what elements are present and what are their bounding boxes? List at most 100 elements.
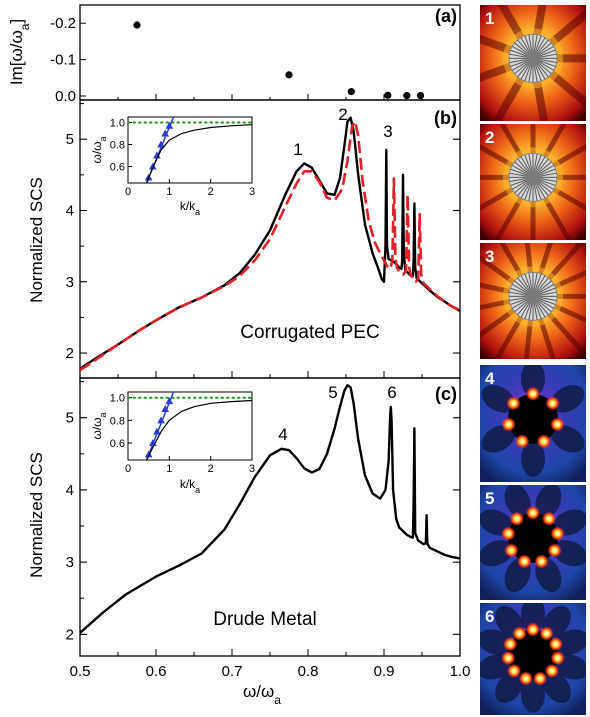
surface-hot-spot — [544, 663, 559, 678]
field-map-lobe — [550, 425, 585, 453]
inset-b-x-tick-label: 2 — [208, 186, 214, 198]
surface-hot-spot — [501, 526, 516, 541]
field-map-lobe — [521, 676, 545, 713]
x-tick-label: 0.5 — [70, 663, 91, 680]
peak-label-1: 1 — [293, 140, 302, 159]
drude-cylinder — [508, 393, 558, 444]
field-map-lobe — [481, 385, 516, 413]
panel-c-series-solid-black — [80, 384, 460, 634]
corrugation-groove — [520, 184, 530, 199]
corrugation-groove — [533, 304, 538, 321]
field-map-lobe — [535, 485, 562, 519]
corrugation-groove — [539, 299, 555, 309]
corrugation-groove — [538, 42, 552, 54]
corrugation-groove — [524, 184, 531, 201]
x-tick-label: 0.7 — [222, 663, 243, 680]
surface-hot-spot — [506, 396, 521, 411]
panel-a-point — [384, 91, 392, 99]
panel-b-label: (b) — [434, 108, 457, 128]
surface-hot-spot — [526, 386, 540, 401]
corrugation-groove — [510, 179, 526, 187]
surface-hot-spot — [526, 505, 540, 520]
corrugation-groove — [520, 303, 530, 318]
x-tick-label: 0.9 — [374, 663, 395, 680]
panel-b-y-tick-label: 4 — [66, 202, 74, 219]
corrugation-groove — [540, 178, 557, 183]
corrugation-groove — [539, 164, 555, 174]
inset-b-y-tick-label: 0.8 — [110, 140, 125, 152]
corrugation-groove — [510, 60, 526, 68]
corrugation-groove — [536, 156, 546, 171]
panel-b-series-solid-black — [80, 116, 460, 370]
corrugation-groove — [537, 158, 549, 172]
inset-c-x-tick-label: 2 — [208, 463, 214, 475]
field-map-lobe — [504, 485, 531, 519]
corrugation-groove — [536, 184, 546, 199]
surface-hot-spot — [547, 543, 562, 558]
corrugation-groove — [537, 183, 549, 197]
surface-hot-spot — [542, 511, 557, 526]
inset-b-ticks: 0 1 2 3 0.6 0.8 1.0 — [110, 118, 255, 199]
inset-c-triangle-marker — [161, 405, 169, 412]
x-tick-label: 0.6 — [146, 663, 167, 680]
inset-b-x-tick-label: 3 — [249, 186, 255, 198]
field-map-lobe — [542, 670, 571, 704]
corrugation-groove — [509, 59, 526, 64]
inset-b-triangle-marker — [161, 129, 169, 137]
panel-b-annotation: Corrugated PEC — [240, 322, 379, 343]
corrugation-groove — [509, 297, 526, 302]
surface-hot-spot — [503, 637, 518, 652]
panel-a-y-tick-label: 0.0 — [55, 88, 76, 105]
surface-hot-spot — [509, 511, 524, 526]
corrugation-groove — [510, 298, 526, 306]
panel-a-y-tick-label: -0.1 — [50, 52, 76, 69]
panel-c-y-tick-label: 4 — [66, 482, 74, 499]
corrugation-groove — [540, 60, 556, 68]
panel-a: -0.2 -0.1 0.0 (a) Im[ω/ωa] — [7, 6, 457, 105]
corrugation-groove — [539, 45, 555, 55]
inset-b-series — [128, 117, 252, 183]
corrugation-groove — [540, 287, 556, 295]
field-map-2: 2 — [480, 124, 586, 240]
peak-label-4: 4 — [278, 425, 287, 444]
panel-c-y-tick-label: 3 — [66, 554, 74, 571]
field-map-lobe — [521, 603, 545, 633]
field-map-3: 3 — [480, 243, 586, 359]
corrugation-groove — [510, 168, 526, 176]
corrugation-groove — [537, 302, 549, 316]
corrugation-groove — [524, 65, 531, 82]
field-map-lobe — [552, 540, 586, 567]
inset-c-triangle-marker — [153, 427, 161, 435]
field-map-label: 4 — [485, 369, 495, 388]
field-map-label: 1 — [485, 9, 494, 28]
corrugation-groove — [528, 304, 533, 321]
corrugation-groove — [517, 64, 529, 78]
corrugation-groove — [533, 34, 538, 51]
surface-hot-spot — [550, 526, 565, 541]
panel-c-y-axis-label: Normalized SCS — [27, 452, 46, 578]
field-map-1: 1 — [480, 5, 586, 121]
corrugation-groove — [517, 302, 529, 316]
corrugation-groove — [510, 49, 526, 57]
corrugation-groove — [528, 66, 533, 83]
panel-b-y-tick-label: 5 — [66, 131, 74, 148]
panel-b-y-axis-label: Normalized SCS — [27, 177, 46, 303]
inset-b-y-tick-label: 0.6 — [110, 162, 125, 174]
surface-hot-spot — [548, 637, 563, 652]
surface-hot-spot — [501, 651, 516, 666]
field-map-lobe — [521, 365, 545, 397]
corrugation-groove — [540, 168, 556, 176]
corrugation-groove — [536, 303, 546, 318]
corrugation-groove — [511, 61, 527, 71]
field-map-label: 2 — [485, 128, 494, 147]
field-map-label: 5 — [485, 489, 494, 508]
inset-b-x-label: k/ka — [180, 199, 200, 217]
corrugation-groove — [514, 182, 528, 194]
corrugation-groove — [514, 301, 528, 313]
surface-hot-spot — [536, 434, 551, 449]
field-map-lobe — [480, 540, 514, 567]
panel-b-series — [80, 116, 460, 372]
corrugation-groove — [514, 63, 528, 75]
field-map-lobe — [480, 629, 513, 655]
corrugation-groove — [535, 303, 542, 320]
